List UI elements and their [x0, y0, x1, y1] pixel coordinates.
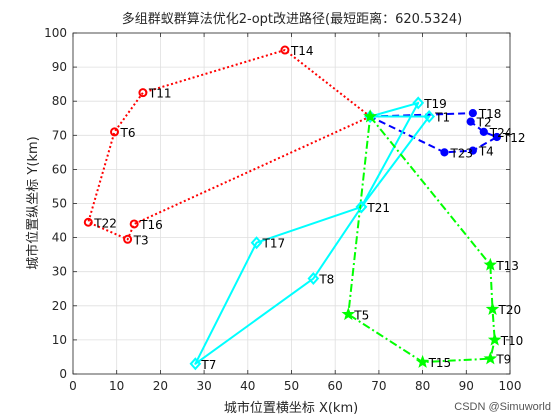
route-1-marker: [129, 219, 139, 229]
city-label: T22: [93, 216, 117, 230]
route-2-marker: [468, 146, 477, 155]
route-3-marker: [355, 200, 368, 214]
route-4-marker: [415, 354, 430, 368]
city-label: T24: [489, 126, 513, 140]
y-tick-label: 0: [59, 367, 67, 381]
route-3-marker: [412, 96, 425, 110]
chart-title: 多组群蚁群算法优化2-opt改进路径(最短距离：620.5324): [122, 11, 462, 27]
city-label: T4: [478, 145, 494, 159]
x-tick-label: 80: [415, 379, 430, 393]
city-label: T9: [495, 353, 511, 367]
watermark: CSDN @Simuworld: [454, 401, 551, 413]
x-axis-label: 城市位置横坐标 X(km): [224, 400, 358, 416]
city-label: T2: [476, 116, 492, 130]
x-tick-label: 30: [196, 379, 211, 393]
y-tick-label: 80: [52, 94, 67, 108]
city-label: T11: [148, 87, 172, 101]
route-1-marker: [110, 127, 120, 137]
route-3-marker: [307, 272, 320, 286]
city-label: T1: [434, 111, 450, 125]
route-3-marker: [189, 357, 202, 371]
city-label: T12: [502, 131, 526, 145]
route-1-marker: [123, 234, 133, 244]
y-tick-label: 50: [52, 197, 67, 211]
route-4-marker: [487, 332, 502, 346]
x-tick-label: 10: [109, 379, 124, 393]
route-1-marker: [280, 45, 290, 55]
route-3-line: [194, 101, 431, 365]
route-1-marker: [138, 88, 148, 98]
route-2-marker: [468, 109, 477, 118]
y-tick-label: 90: [52, 60, 67, 74]
route-2-marker: [466, 117, 475, 126]
city-label: T10: [500, 334, 524, 348]
route-3-marker: [423, 110, 436, 124]
route-4-marker: [483, 351, 498, 365]
y-tick-label: 20: [52, 299, 67, 313]
city-label: T8: [318, 273, 334, 287]
x-tick-label: 90: [459, 379, 474, 393]
route-4-marker: [341, 307, 356, 321]
y-tick-label: 100: [44, 26, 67, 40]
y-tick-label: 30: [52, 265, 67, 279]
x-tick-label: 50: [284, 379, 299, 393]
x-tick-label: 40: [240, 379, 255, 393]
x-tick-label: 20: [153, 379, 168, 393]
route-1-marker: [83, 217, 93, 227]
city-label: T19: [423, 97, 447, 111]
y-axis-label: 城市位置纵坐标 Y(km): [25, 136, 41, 269]
city-markers: [83, 45, 502, 371]
x-tick-label: 60: [328, 379, 343, 393]
route-4-line: [347, 115, 496, 364]
x-tick-label: 100: [499, 379, 522, 393]
route-2-marker: [479, 127, 488, 136]
city-label: T17: [262, 237, 286, 251]
y-tick-label: 70: [52, 128, 67, 142]
x-tick-label: 70: [371, 379, 386, 393]
y-tick-label: 60: [52, 162, 67, 176]
city-labels: T1 T2 T3 T4 T5 T6 T7 T8 T9 T10 T11 T12 T13 T14 T15 T16 T…: [93, 44, 525, 372]
city-label: T21: [366, 201, 390, 215]
city-label: T14: [290, 44, 314, 58]
city-label: T18: [478, 107, 502, 121]
route-2-marker: [440, 148, 449, 157]
city-label: T20: [498, 303, 522, 317]
city-label: T7: [200, 358, 216, 372]
city-label: T16: [139, 218, 163, 232]
city-label: T23: [449, 146, 473, 160]
axis-ticks: 0 10 20 30 40 50 60 70 80 90 100 0 10 20 30 40 50 60 70 80 9…: [44, 26, 521, 393]
route-2-marker: [492, 132, 501, 142]
city-label: T15: [428, 356, 452, 370]
city-label: T13: [495, 259, 519, 273]
y-tick-label: 10: [52, 333, 67, 347]
x-tick-label: 0: [69, 379, 77, 393]
city-label: T3: [133, 233, 149, 247]
y-tick-label: 40: [52, 231, 67, 245]
route-3-marker: [250, 236, 263, 250]
route-4-marker: [363, 109, 377, 123]
route-4-marker: [485, 302, 500, 315]
city-label: T6: [120, 126, 136, 140]
route-4-marker: [483, 257, 498, 271]
city-label: T5: [353, 308, 369, 322]
